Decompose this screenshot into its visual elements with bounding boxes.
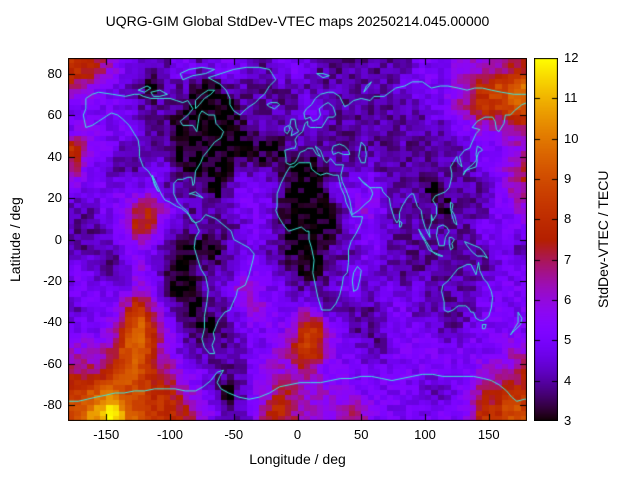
y-tick-label: -40 xyxy=(43,314,62,330)
y-tick-label: -60 xyxy=(43,355,62,371)
heatmap-canvas xyxy=(68,58,527,421)
colorbar-tick-label: 11 xyxy=(564,90,578,106)
chart-title: UQRG-GIM Global StdDev-VTEC maps 2025021… xyxy=(105,13,490,29)
colorbar-label: StdDev-VTEC / TECU xyxy=(595,170,611,309)
y-tick-label: 80 xyxy=(47,65,62,81)
colorbar-tick-label: 3 xyxy=(564,413,572,428)
colorbar-canvas xyxy=(534,58,558,421)
y-tick-label: 20 xyxy=(47,190,62,205)
x-tick-label: -100 xyxy=(156,427,184,442)
y-tick-label: 0 xyxy=(54,231,62,247)
y-tick-label: -20 xyxy=(43,272,62,288)
x-axis-label: Longitude / deg xyxy=(249,451,346,467)
colorbar-tick-label: 12 xyxy=(564,50,579,65)
colorbar-tick-label: 4 xyxy=(564,372,572,388)
x-tick-label: 150 xyxy=(477,427,500,442)
colorbar-tick-label: 6 xyxy=(564,292,572,307)
colorbar-tick-label: 8 xyxy=(564,211,572,227)
y-tick-label: 40 xyxy=(47,148,62,164)
y-tick-label: -80 xyxy=(43,397,62,413)
colorbar-tick-label: 7 xyxy=(564,251,572,267)
x-tick-label: -150 xyxy=(93,427,120,442)
colorbar-tick-label: 10 xyxy=(564,130,579,146)
colorbar-tick-label: 5 xyxy=(564,332,572,348)
x-tick-label: -50 xyxy=(224,427,244,442)
x-tick-label: 0 xyxy=(293,427,302,442)
y-tick-label: 60 xyxy=(47,107,62,123)
x-tick-label: 100 xyxy=(414,427,436,442)
colorbar-tick-label: 9 xyxy=(564,171,572,186)
x-tick-label: 50 xyxy=(354,427,369,442)
